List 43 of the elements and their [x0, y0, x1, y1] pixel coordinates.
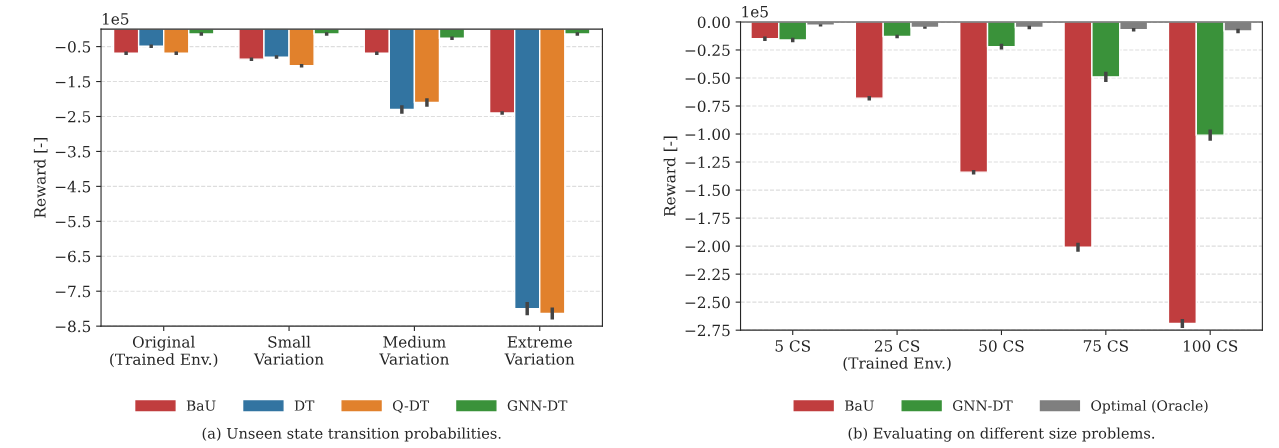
x-tick-label: Small Variation	[253, 335, 324, 365]
text: (b) Evaluating on different size problems.	[848, 427, 1155, 442]
legend-label: GNN-DT	[507, 400, 568, 411]
y-tick-label: 0.00	[697, 16, 730, 28]
legend-label: BaU	[845, 400, 874, 411]
text: 1e5	[742, 5, 768, 18]
y-tick-label: −1.5	[55, 76, 91, 88]
x-tick-label: Original (Trained Env.)	[110, 335, 218, 368]
legend-label: Q-DT	[392, 400, 430, 413]
y-tick-label: −3.5	[55, 145, 91, 158]
legend-label: Optimal (Oracle)	[1091, 400, 1208, 414]
y-tick-label: −2.75	[685, 324, 730, 337]
y-axis-title: Reward [-]	[663, 136, 678, 217]
y-tick-label: −1.25	[685, 156, 730, 169]
y-tick-label: −2.00	[685, 240, 730, 253]
y-tick-label: −2.50	[685, 296, 730, 309]
legend-label: GNN-DT	[952, 400, 1013, 411]
legend-label: BaU	[186, 400, 216, 411]
text: (a) Unseen state transition probabilities.	[202, 427, 501, 442]
y-tick-label: −1.00	[685, 128, 730, 141]
y-tick-label: −5.5	[55, 215, 91, 228]
text: 1e5	[102, 13, 129, 25]
x-tick-label: 100 CS	[1183, 340, 1238, 352]
x-tick-label: Extreme Variation	[504, 336, 575, 365]
y-tick-label: −4.5	[55, 180, 91, 193]
y-tick-label: −1.75	[685, 212, 730, 225]
x-tick-label: 5 CS	[775, 340, 810, 352]
y-tick-label: −0.25	[685, 44, 730, 56]
x-tick-label: Medium Variation	[379, 335, 450, 365]
y-tick-label: −1.50	[685, 184, 730, 197]
x-tick-label: 50 CS	[979, 340, 1024, 352]
y-tick-label: −0.50	[685, 72, 730, 85]
y-tick-label: −0.75	[685, 100, 730, 113]
x-tick-label: 75 CS	[1083, 340, 1128, 352]
x-tick-label: 25 CS (Trained Env.)	[843, 340, 951, 371]
y-tick-label: −8.5	[55, 320, 91, 333]
legend-label: DT	[294, 400, 315, 411]
y-tick-label: −7.5	[55, 285, 91, 298]
y-axis-title: Reward [-]	[33, 138, 48, 218]
y-tick-label: −0.5	[55, 41, 91, 53]
y-tick-label: −6.5	[55, 250, 91, 263]
y-tick-label: −2.25	[685, 268, 730, 281]
y-tick-label: −2.5	[55, 110, 91, 123]
